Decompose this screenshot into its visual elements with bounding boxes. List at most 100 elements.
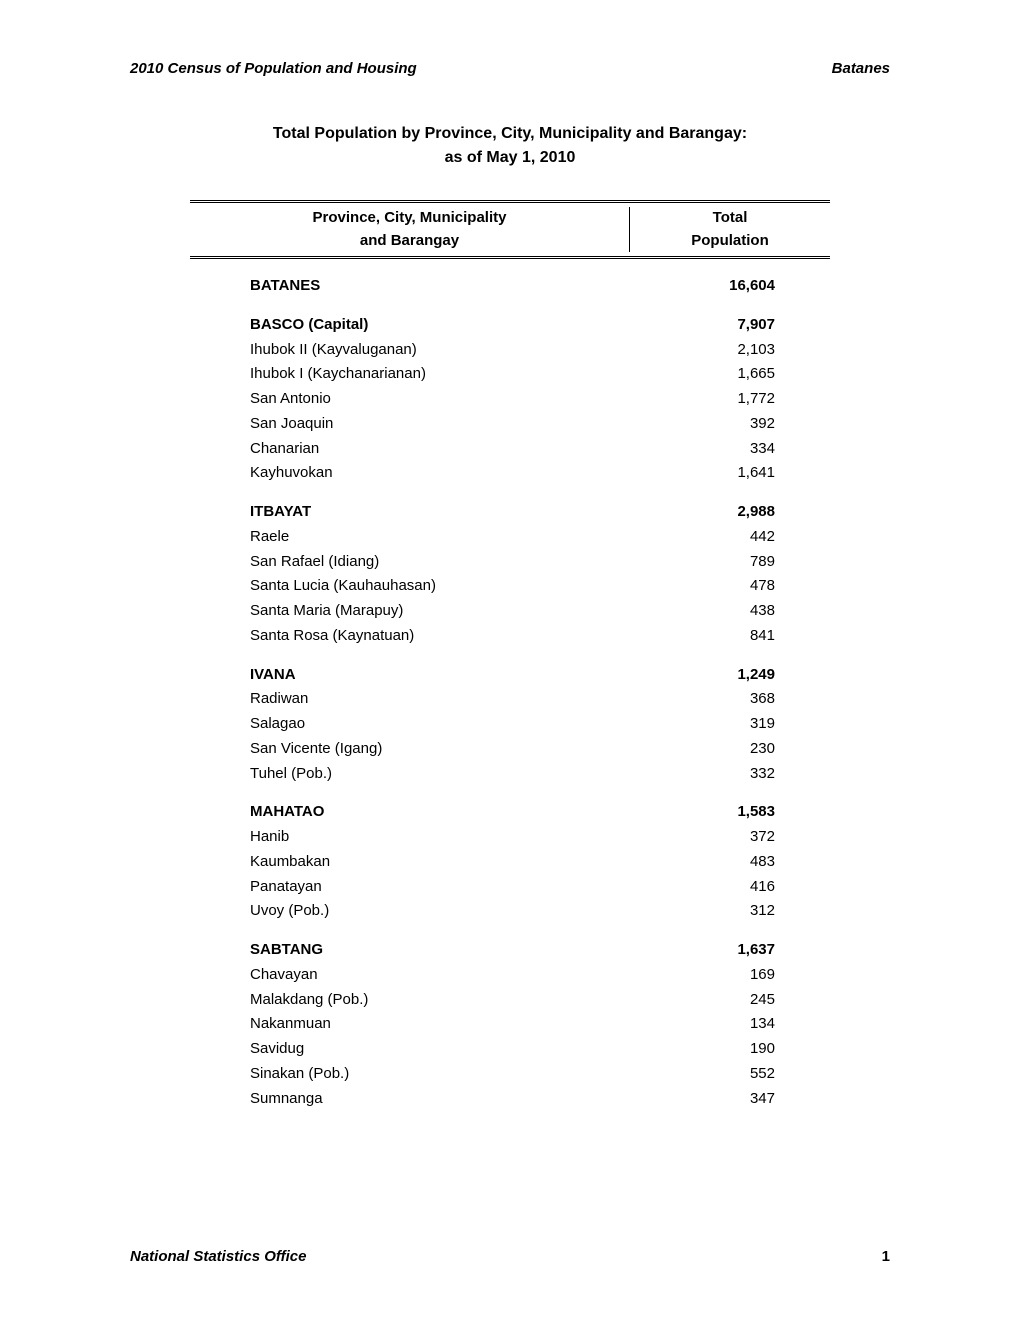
table-row: Uvoy (Pob.)312 bbox=[190, 899, 830, 924]
table-row: San Antonio1,772 bbox=[190, 387, 830, 412]
table-row: Kaumbakan483 bbox=[190, 850, 830, 875]
document-footer: National Statistics Office 1 bbox=[130, 1248, 890, 1265]
document-header: 2010 Census of Population and Housing Ba… bbox=[130, 60, 890, 77]
table-row: Chanarian334 bbox=[190, 437, 830, 462]
table-row: BATANES16,604 bbox=[190, 274, 830, 299]
row-population: 1,772 bbox=[630, 387, 830, 412]
row-name: SABTANG bbox=[190, 938, 630, 963]
header-right: Batanes bbox=[832, 60, 890, 77]
row-population: 478 bbox=[630, 574, 830, 599]
row-name: Santa Lucia (Kauhauhasan) bbox=[190, 574, 630, 599]
row-name: San Rafael (Idiang) bbox=[190, 550, 630, 575]
table-row: Savidug190 bbox=[190, 1037, 830, 1062]
row-population: 1,249 bbox=[630, 663, 830, 688]
row-name: Raele bbox=[190, 525, 630, 550]
row-name: MAHATAO bbox=[190, 800, 630, 825]
row-name: Ihubok II (Kayvaluganan) bbox=[190, 338, 630, 363]
row-name: Uvoy (Pob.) bbox=[190, 899, 630, 924]
table-row: San Vicente (Igang)230 bbox=[190, 737, 830, 762]
table-row: Raele442 bbox=[190, 525, 830, 550]
row-name: BATANES bbox=[190, 274, 630, 299]
row-name: Radiwan bbox=[190, 687, 630, 712]
table-header: Province, City, Municipality and Baranga… bbox=[190, 200, 830, 259]
row-population: 552 bbox=[630, 1062, 830, 1087]
table-row: Santa Maria (Marapuy)438 bbox=[190, 599, 830, 624]
column-header-name: Province, City, Municipality and Baranga… bbox=[190, 207, 630, 252]
table-row: Panatayan416 bbox=[190, 875, 830, 900]
table-row: MAHATAO1,583 bbox=[190, 800, 830, 825]
row-population: 332 bbox=[630, 762, 830, 787]
row-name: Malakdang (Pob.) bbox=[190, 988, 630, 1013]
section-gap bbox=[190, 1111, 830, 1125]
table-row: Nakanmuan134 bbox=[190, 1012, 830, 1037]
row-population: 483 bbox=[630, 850, 830, 875]
row-population: 1,637 bbox=[630, 938, 830, 963]
row-name: Santa Rosa (Kaynatuan) bbox=[190, 624, 630, 649]
row-population: 319 bbox=[630, 712, 830, 737]
table-row: Ihubok I (Kaychanarianan)1,665 bbox=[190, 362, 830, 387]
section-gap bbox=[190, 649, 830, 663]
footer-left: National Statistics Office bbox=[130, 1248, 306, 1265]
row-population: 368 bbox=[630, 687, 830, 712]
row-population: 442 bbox=[630, 525, 830, 550]
row-name: San Antonio bbox=[190, 387, 630, 412]
row-name: Chavayan bbox=[190, 963, 630, 988]
document-title: Total Population by Province, City, Muni… bbox=[130, 122, 890, 170]
row-name: IVANA bbox=[190, 663, 630, 688]
table-row: SABTANG1,637 bbox=[190, 938, 830, 963]
row-population: 245 bbox=[630, 988, 830, 1013]
row-population: 438 bbox=[630, 599, 830, 624]
row-name: Savidug bbox=[190, 1037, 630, 1062]
row-population: 1,641 bbox=[630, 461, 830, 486]
table-row: Chavayan169 bbox=[190, 963, 830, 988]
row-population: 1,665 bbox=[630, 362, 830, 387]
section-gap bbox=[190, 786, 830, 800]
table-row: Santa Lucia (Kauhauhasan)478 bbox=[190, 574, 830, 599]
table-row: Tuhel (Pob.)332 bbox=[190, 762, 830, 787]
section-gap bbox=[190, 486, 830, 500]
row-name: Nakanmuan bbox=[190, 1012, 630, 1037]
row-name: Tuhel (Pob.) bbox=[190, 762, 630, 787]
row-name: Hanib bbox=[190, 825, 630, 850]
table-row: Kayhuvokan1,641 bbox=[190, 461, 830, 486]
row-name: Kayhuvokan bbox=[190, 461, 630, 486]
row-name: Ihubok I (Kaychanarianan) bbox=[190, 362, 630, 387]
row-population: 392 bbox=[630, 412, 830, 437]
row-name: Salagao bbox=[190, 712, 630, 737]
row-population: 16,604 bbox=[630, 274, 830, 299]
row-population: 7,907 bbox=[630, 313, 830, 338]
table-row: Santa Rosa (Kaynatuan)841 bbox=[190, 624, 830, 649]
table-row: Ihubok II (Kayvaluganan)2,103 bbox=[190, 338, 830, 363]
row-name: San Joaquin bbox=[190, 412, 630, 437]
row-population: 169 bbox=[630, 963, 830, 988]
table-row: BASCO (Capital)7,907 bbox=[190, 313, 830, 338]
row-name: BASCO (Capital) bbox=[190, 313, 630, 338]
row-name: Kaumbakan bbox=[190, 850, 630, 875]
row-population: 347 bbox=[630, 1087, 830, 1112]
table-row: Hanib372 bbox=[190, 825, 830, 850]
row-population: 190 bbox=[630, 1037, 830, 1062]
row-name: ITBAYAT bbox=[190, 500, 630, 525]
row-population: 134 bbox=[630, 1012, 830, 1037]
population-table: Province, City, Municipality and Baranga… bbox=[190, 200, 830, 1125]
table-row: San Joaquin392 bbox=[190, 412, 830, 437]
row-name: Sumnanga bbox=[190, 1087, 630, 1112]
row-name: Santa Maria (Marapuy) bbox=[190, 599, 630, 624]
table-row: IVANA1,249 bbox=[190, 663, 830, 688]
row-population: 2,988 bbox=[630, 500, 830, 525]
row-name: Panatayan bbox=[190, 875, 630, 900]
row-population: 2,103 bbox=[630, 338, 830, 363]
page-number: 1 bbox=[882, 1248, 890, 1265]
table-row: Salagao319 bbox=[190, 712, 830, 737]
title-line-1: Total Population by Province, City, Muni… bbox=[130, 122, 890, 146]
title-line-2: as of May 1, 2010 bbox=[130, 146, 890, 170]
table-row: Radiwan368 bbox=[190, 687, 830, 712]
header-left: 2010 Census of Population and Housing bbox=[130, 60, 417, 77]
section-gap bbox=[190, 924, 830, 938]
table-body: BATANES16,604BASCO (Capital)7,907Ihubok … bbox=[190, 259, 830, 1125]
table-row: Sinakan (Pob.)552 bbox=[190, 1062, 830, 1087]
table-row: ITBAYAT2,988 bbox=[190, 500, 830, 525]
row-population: 1,583 bbox=[630, 800, 830, 825]
row-population: 312 bbox=[630, 899, 830, 924]
row-name: San Vicente (Igang) bbox=[190, 737, 630, 762]
